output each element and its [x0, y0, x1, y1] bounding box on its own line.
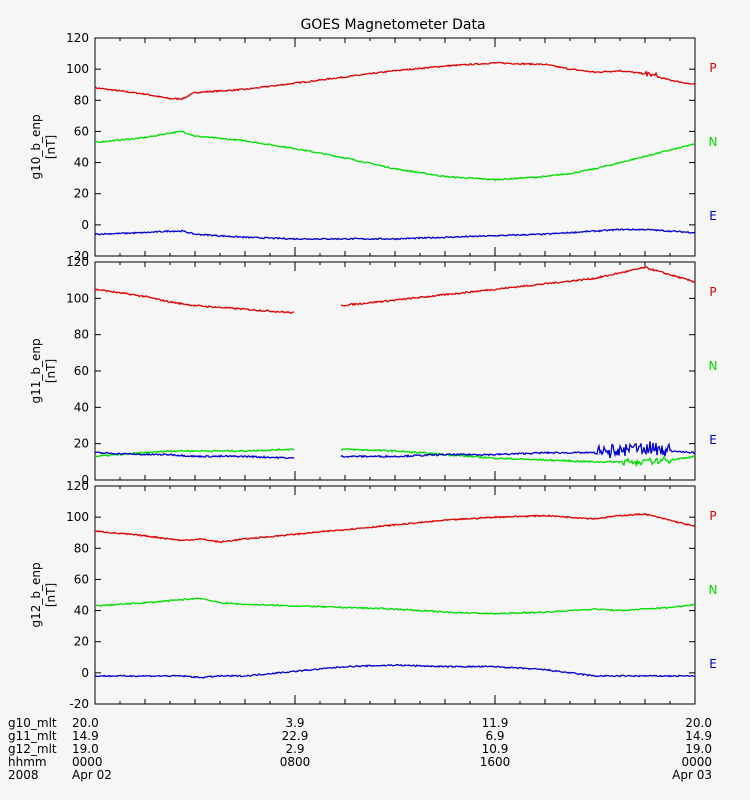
y-tick-label: 100 [66, 291, 89, 305]
footer-cell: 14.9 [685, 729, 712, 743]
footer-cell: 11.9 [482, 716, 509, 730]
y-tick-label: 20 [74, 437, 89, 451]
y-tick-label: 80 [74, 93, 89, 107]
series-P-line [94, 266, 696, 315]
component-label-E: E [709, 433, 717, 447]
series-N-line [95, 597, 696, 616]
footer-cell: 14.9 [72, 729, 99, 743]
y-tick-label: -20 [69, 697, 89, 711]
series-E-line [94, 228, 696, 241]
y-tick-label: 20 [74, 635, 89, 649]
footer-cell: 1600 [480, 755, 511, 769]
y-axis-label: g10_b_enp [29, 114, 43, 179]
panel-3: -20 0 20 40 60 80 100 120 g12_b_enp [nT] P N E [29, 479, 717, 711]
footer-cell: 20.0 [685, 716, 712, 730]
footer-row-label: g10_mlt [8, 716, 57, 730]
component-label-E: E [709, 657, 717, 671]
series-E-line [94, 441, 696, 460]
component-label-N: N [709, 359, 718, 373]
y-tick-label: 100 [66, 510, 89, 524]
series-E-line [94, 663, 696, 679]
series-P-line [94, 512, 696, 544]
footer-cell: 2.9 [285, 742, 304, 756]
footer-row-label: 2008 [8, 768, 39, 782]
footer-cell: 22.9 [282, 729, 309, 743]
footer-cell: 19.0 [72, 742, 99, 756]
footer-cell: 19.0 [685, 742, 712, 756]
component-label-P: P [709, 61, 716, 75]
footer-cell: 3.9 [285, 716, 304, 730]
chart-title: GOES Magnetometer Data [300, 17, 485, 33]
y-tick-label: 80 [74, 541, 89, 555]
y-axis-unit: [nT] [44, 359, 58, 383]
y-axis-label: g12_b_enp [29, 562, 43, 627]
y-tick-label: 0 [81, 666, 89, 680]
y-axis-unit: [nT] [44, 583, 58, 607]
y-tick-label: 40 [74, 400, 89, 414]
y-axis-label: g11_b_enp [29, 338, 43, 403]
series-N-line [94, 130, 696, 182]
component-label-P: P [709, 285, 716, 299]
plot-frame [94, 261, 696, 481]
footer-cell: 10.9 [482, 742, 509, 756]
component-label-N: N [709, 583, 718, 597]
y-tick-label: 120 [66, 255, 89, 269]
y-tick-label: 60 [74, 572, 89, 586]
series-P-line [94, 61, 696, 101]
component-label-E: E [709, 209, 717, 223]
y-axis-unit: [nT] [44, 135, 58, 159]
footer-cell: 6.9 [485, 729, 504, 743]
footer-cell: Apr 02 [72, 768, 112, 782]
y-tick-label: 120 [66, 31, 89, 45]
footer-cell: 0000 [72, 755, 103, 769]
y-tick-label: 100 [66, 62, 89, 76]
footer-cell: 0000 [681, 755, 712, 769]
footer-row-label: g12_mlt [8, 742, 57, 756]
component-label-P: P [709, 509, 716, 523]
y-tick-label: 120 [66, 479, 89, 493]
plot-frame [94, 485, 696, 705]
y-tick-label: -20 [69, 249, 89, 263]
y-tick-label: 60 [74, 124, 89, 138]
y-tick-label: 0 [81, 218, 89, 232]
component-label-N: N [709, 135, 718, 149]
y-tick-label: 40 [74, 604, 89, 618]
footer-cell: 20.0 [72, 716, 99, 730]
panel-2: 0 20 40 60 80 100 120 g11_b_enp [nT] P N E [29, 255, 717, 487]
y-tick-label: 40 [74, 156, 89, 170]
y-tick-label: 20 [74, 187, 89, 201]
panel-1: -20 0 20 40 60 80 100 120 g10_b_enp [nT] P N E [29, 31, 717, 263]
footer-cell: 0800 [280, 755, 311, 769]
y-tick-label: 80 [74, 328, 89, 342]
footer-table: g10_mlt 20.0 3.9 11.9 20.0 g11_mlt 14.9 22.9 6.9… [8, 716, 712, 782]
y-tick-label: 0 [81, 473, 89, 487]
footer-row-label: g11_mlt [8, 729, 57, 743]
y-tick-label: 60 [74, 364, 89, 378]
footer-cell: Apr 03 [672, 768, 712, 782]
footer-row-label: hhmm [8, 755, 47, 769]
